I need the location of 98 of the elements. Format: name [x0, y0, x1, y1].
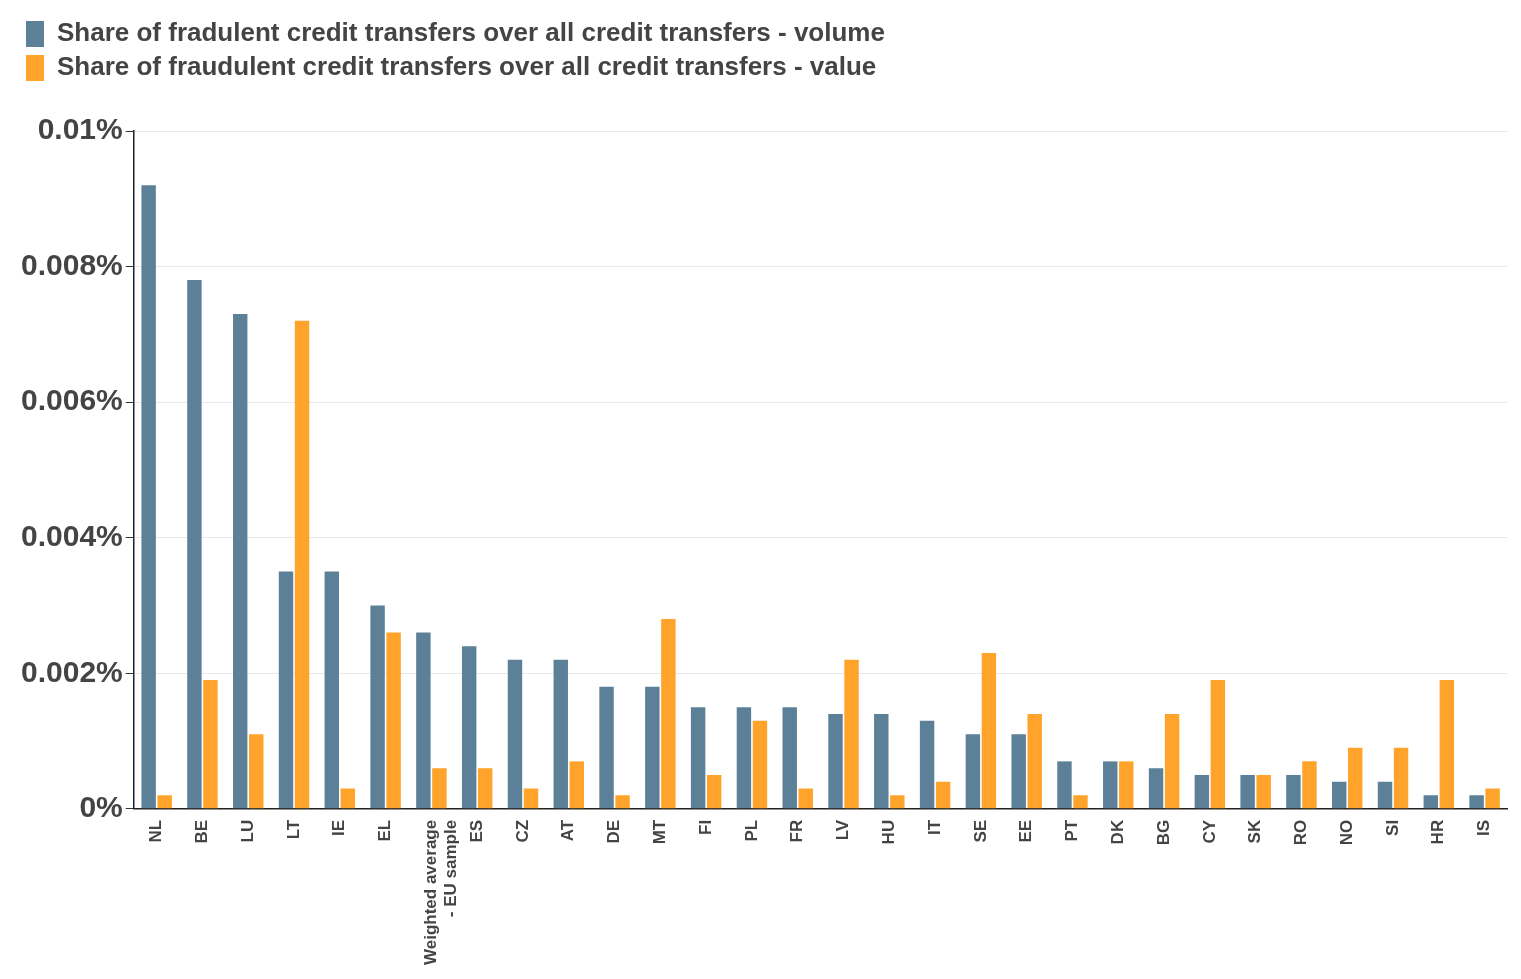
bar: [874, 713, 889, 809]
bar: [919, 720, 935, 809]
bar: [1256, 774, 1271, 809]
legend-label: Share of fradulent credit transfers over all credit transfers - volume: [57, 17, 885, 48]
x-tick-label: BG: [1153, 819, 1173, 846]
y-tick-label: 0.004%: [21, 518, 123, 552]
x-tick-label: LT: [283, 819, 303, 840]
x-tick-label: AT: [558, 819, 578, 842]
x-tick-label: CZ: [512, 819, 532, 843]
bar: [187, 280, 202, 809]
y-tick-label: 0.006%: [21, 383, 123, 417]
x-tick-label: IS: [1474, 819, 1494, 836]
x-tick-label: RO: [1291, 819, 1311, 846]
bar: [981, 652, 997, 809]
bar: [141, 185, 156, 809]
bar: [890, 795, 905, 809]
bar: [1194, 774, 1210, 809]
x-tick-label: LV: [833, 819, 853, 841]
bar: [828, 713, 843, 809]
x-tick-label: NL: [146, 819, 166, 843]
bar: [1210, 680, 1226, 809]
legend-label: Share of fraudulent credit transfers over all credit transfers - value: [57, 51, 877, 82]
bar: [233, 314, 248, 809]
x-tick-label: IE: [329, 819, 349, 836]
bar: [340, 788, 356, 809]
x-tick-label: PT: [1062, 819, 1082, 842]
x-tick-label: NO: [1336, 819, 1356, 846]
y-tick-label: 0.002%: [21, 654, 123, 688]
bar: [645, 686, 660, 809]
x-tick-label: FR: [787, 819, 807, 843]
x-tick-label: DK: [1107, 819, 1127, 845]
bar: [1332, 781, 1347, 809]
bar: [1348, 747, 1363, 809]
bar: [1240, 774, 1255, 809]
bar: [1423, 795, 1439, 809]
x-tick-label: FI: [695, 819, 715, 835]
bar: [278, 571, 294, 809]
x-tick-label: HU: [879, 819, 898, 845]
bar: [1057, 761, 1072, 809]
bar: [752, 720, 768, 809]
bar: [569, 761, 584, 809]
x-tick-label: ES: [466, 819, 486, 843]
bar: [461, 646, 477, 809]
bar: [523, 788, 539, 809]
x-tick-label: SI: [1382, 819, 1402, 836]
bar: [1164, 713, 1180, 809]
bar: [965, 734, 981, 809]
bar: [553, 659, 568, 809]
bar: [615, 795, 630, 809]
bar: [416, 632, 431, 809]
bar: [370, 605, 385, 809]
bar: [935, 781, 951, 809]
bar: [1103, 761, 1118, 809]
bar: [736, 707, 752, 809]
x-tick-label: CY: [1199, 819, 1219, 844]
bar: [294, 320, 310, 809]
x-tick-label: EL: [375, 819, 395, 842]
bar: [249, 734, 264, 809]
x-tick-label: PL: [741, 819, 761, 842]
x-tick-label: DE: [604, 819, 624, 844]
y-tick-label: 0.01%: [37, 112, 123, 146]
bar: [1485, 788, 1500, 809]
bar: [661, 619, 676, 809]
bar: [1393, 747, 1409, 809]
bar: [507, 659, 523, 809]
x-tick-label: MT: [650, 819, 670, 845]
bar: [157, 795, 172, 809]
bar: [1148, 768, 1164, 809]
bar: [477, 768, 493, 809]
bar: [1377, 781, 1393, 809]
bar: [1439, 680, 1455, 809]
bar: [386, 632, 401, 809]
bar: [1302, 761, 1317, 809]
bar: [1469, 795, 1484, 809]
bar: [1286, 774, 1301, 809]
bar: [1011, 734, 1026, 809]
bar: [324, 571, 340, 809]
bar: [599, 686, 614, 809]
bar: [1119, 761, 1134, 809]
bar: [798, 788, 813, 809]
bar: [690, 707, 706, 809]
y-tick-label: 0.008%: [21, 247, 123, 281]
x-tick-label: HR: [1428, 819, 1448, 845]
x-tick-label: IT: [924, 819, 944, 835]
bar: [782, 707, 797, 809]
bar: [844, 659, 859, 809]
x-tick-label: EE: [1016, 819, 1036, 843]
x-tick-label: BE: [192, 819, 212, 844]
bar: [203, 680, 218, 809]
bar: [1027, 713, 1042, 809]
y-tick-label: 0%: [79, 790, 123, 824]
bar: [706, 774, 722, 809]
bar: [432, 768, 447, 809]
x-tick-label: SK: [1245, 819, 1265, 844]
x-tick-label: LU: [237, 819, 257, 843]
bar: [1073, 795, 1088, 809]
x-tick-label: Weighted average - EU sample: [421, 819, 461, 966]
x-tick-label: SE: [970, 819, 990, 843]
